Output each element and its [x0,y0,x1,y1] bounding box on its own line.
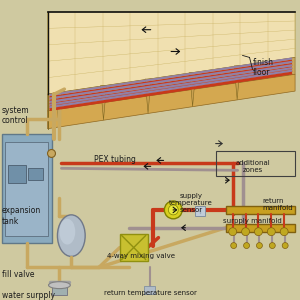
Bar [226,224,295,232]
Bar [144,286,155,294]
Bar [195,206,205,216]
Polygon shape [47,57,295,111]
Circle shape [280,228,288,236]
Bar [120,234,148,261]
Ellipse shape [57,215,85,256]
Polygon shape [47,12,295,94]
Circle shape [269,243,275,248]
Text: water surpply: water surpply [2,291,55,300]
Circle shape [282,243,288,248]
Text: expansion
tank: expansion tank [2,206,41,226]
Text: fill valve: fill valve [2,270,34,279]
Polygon shape [47,74,295,129]
Text: supply
temperature
sensor: supply temperature sensor [169,193,213,213]
Bar [226,206,295,214]
Circle shape [231,243,237,248]
Text: PEX tubing: PEX tubing [94,155,136,164]
Bar [216,151,295,176]
Circle shape [267,228,275,236]
Text: 4-way mixing valve: 4-way mixing valve [107,254,175,260]
Bar [28,168,43,180]
Ellipse shape [59,219,75,244]
Polygon shape [234,66,240,100]
Polygon shape [56,92,62,127]
Circle shape [164,201,182,219]
Bar [2,134,52,243]
Text: additional
zones: additional zones [235,160,270,173]
Polygon shape [145,79,151,113]
Text: finish
floor: finish floor [253,58,274,77]
Bar [8,165,26,183]
Circle shape [244,243,250,248]
Ellipse shape [49,282,70,289]
Polygon shape [190,72,196,106]
Text: return
manifold: return manifold [262,198,293,211]
Circle shape [256,243,262,248]
Circle shape [47,149,56,158]
Text: return temperature sensor: return temperature sensor [104,290,197,296]
Circle shape [168,205,178,215]
Circle shape [229,228,237,236]
Text: surpply manifold: surpply manifold [223,218,281,224]
Circle shape [242,228,250,236]
Text: system
control: system control [2,106,30,125]
Polygon shape [100,85,106,120]
Bar [52,287,67,295]
Bar [5,142,47,236]
Circle shape [254,228,262,236]
